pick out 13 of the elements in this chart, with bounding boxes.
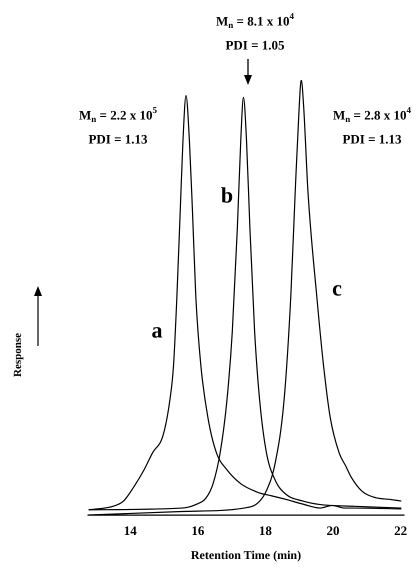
x-tick-label: 18 <box>258 523 272 538</box>
text: Response <box>12 332 24 378</box>
annotation: PDI = 1.13 <box>342 131 402 146</box>
x-tick-label: 14 <box>124 523 138 538</box>
x-axis-title: Retention Time (min) <box>190 548 302 562</box>
text: PDI = 1.05 <box>225 37 286 52</box>
x-tick-label: 20 <box>326 523 340 538</box>
x-tick-label: 22 <box>394 523 408 538</box>
annotation: PDI = 1.13 <box>88 131 148 146</box>
series-label: c <box>332 276 342 301</box>
x-tick-label: 16 <box>191 523 205 538</box>
series-label: b <box>220 182 234 208</box>
series-label: a <box>152 318 162 343</box>
